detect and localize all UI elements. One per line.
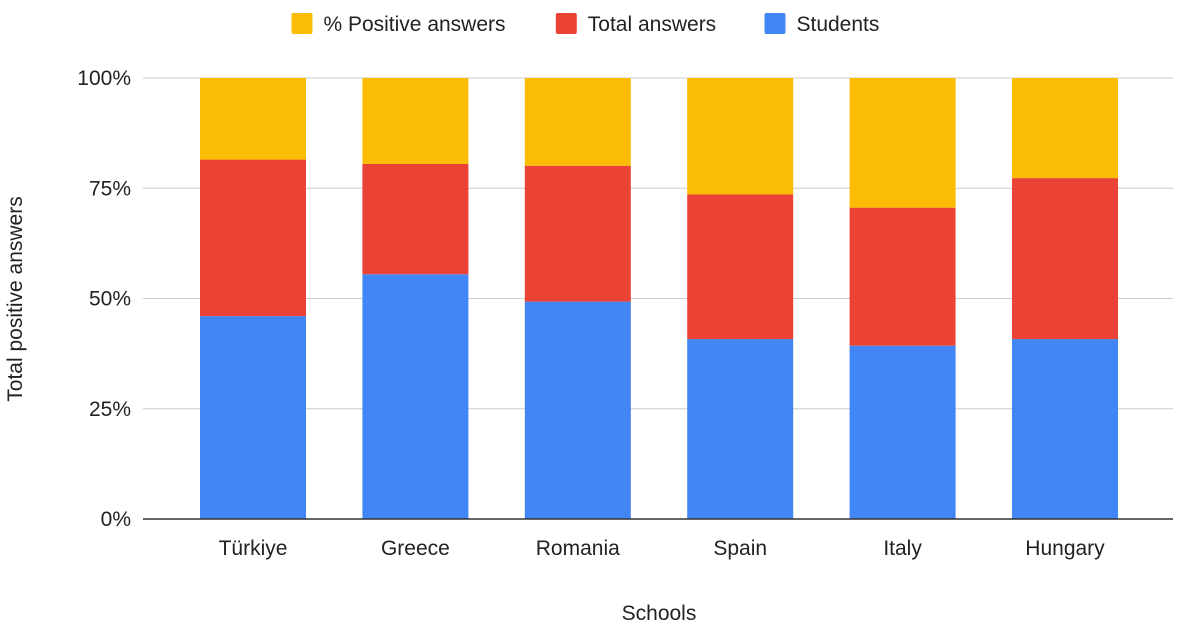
legend-label: % Positive answers — [323, 13, 505, 36]
y-axis-title: Total positive answers — [4, 196, 27, 401]
bar-positive-answers-spain — [687, 78, 794, 195]
x-tick-label: Italy — [883, 537, 922, 560]
y-tick-label: 50% — [89, 288, 131, 311]
bar-students-italy — [849, 345, 956, 519]
x-tick-label: Romania — [536, 537, 620, 560]
bar-students-turkiye — [200, 316, 306, 519]
legend-swatch — [764, 13, 786, 34]
x-tick-label: Hungary — [1025, 537, 1105, 560]
legend-label: Students — [796, 13, 879, 36]
bar-total-answers-greece — [362, 163, 469, 275]
bar-positive-answers-italy — [849, 78, 956, 208]
x-tick-label: Türkiye — [219, 537, 288, 560]
bar-total-answers-romania — [524, 165, 631, 302]
bars — [200, 78, 1118, 519]
y-tick-label: 0% — [101, 508, 131, 531]
legend: % Positive answers Total answers Students — [291, 13, 879, 36]
x-axis-title: Schools — [622, 602, 697, 625]
bar-positive-answers-romania — [524, 78, 631, 166]
legend-swatch — [291, 13, 313, 34]
bar-total-answers-hungary — [1012, 178, 1118, 340]
bar-students-romania — [524, 301, 631, 519]
bar-total-answers-italy — [849, 207, 956, 346]
bar-total-answers-spain — [687, 194, 794, 340]
x-tick-label: Greece — [381, 537, 450, 560]
bar-students-spain — [687, 339, 794, 519]
y-axis-ticks: 0% 25% 50% 75% 100% — [77, 67, 131, 531]
legend-item-students: Students — [764, 13, 879, 36]
legend-label: Total answers — [588, 13, 716, 36]
x-tick-label: Spain — [713, 537, 767, 560]
bar-students-greece — [362, 274, 469, 519]
bar-positive-answers-greece — [362, 78, 469, 164]
legend-item-positive-answers: % Positive answers — [291, 13, 506, 36]
bar-students-hungary — [1012, 339, 1118, 519]
bar-positive-answers-hungary — [1012, 78, 1118, 179]
gridlines — [143, 77, 1173, 410]
x-axis-ticks: Türkiye Greece Romania Spain Italy Hungary — [219, 537, 1106, 560]
bar-total-answers-turkiye — [200, 159, 306, 317]
y-tick-label: 75% — [89, 177, 131, 200]
legend-item-total-answers: Total answers — [555, 13, 716, 36]
legend-swatch — [555, 13, 577, 34]
bar-positive-answers-turkiye — [200, 78, 306, 160]
y-tick-label: 25% — [89, 398, 131, 421]
y-tick-label: 100% — [77, 67, 131, 90]
